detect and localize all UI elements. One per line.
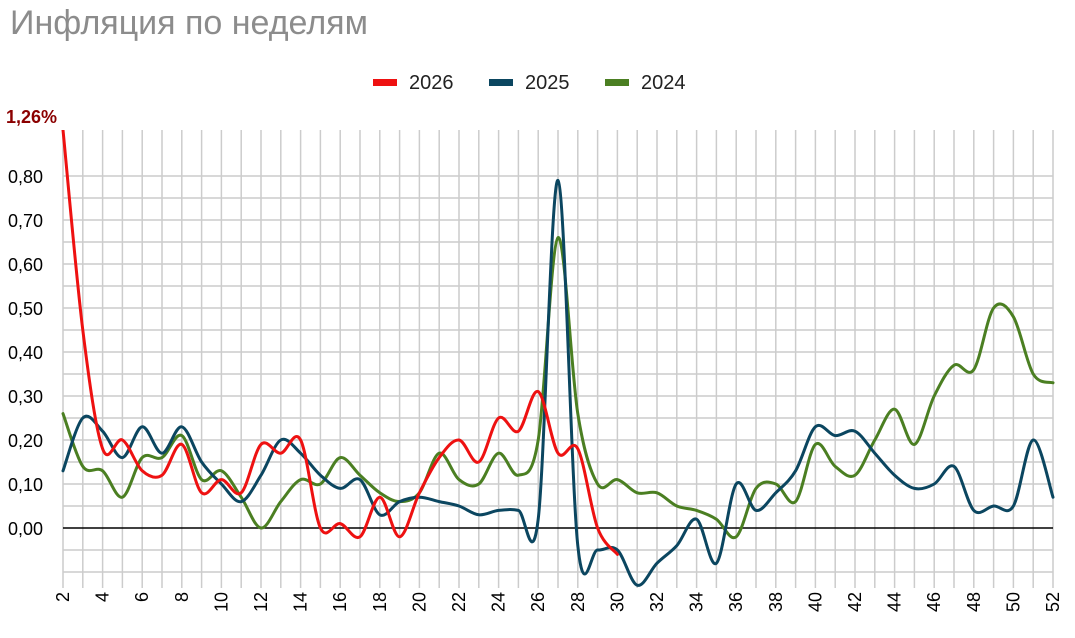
legend-swatch-2026 [373,79,397,86]
x-tick-label: 50 [1003,592,1023,612]
x-tick-label: 48 [964,592,984,612]
x-tick-label: 32 [647,592,667,612]
chart-title: Инфляция по неделям [10,4,368,42]
series-line-2024 [61,236,1055,540]
overflow-value-label: 1,26% [6,107,57,127]
x-tick-label: 12 [251,592,271,612]
x-tick-label: 2 [53,592,73,602]
legend-label-2026: 2026 [409,72,454,94]
x-tick-label: 20 [409,592,429,612]
y-tick-label: 0,40 [8,343,43,363]
series-lines [61,130,1055,587]
x-tick-label: 38 [766,592,786,612]
x-tick-label: 26 [528,592,548,612]
x-tick-label: 16 [330,592,350,612]
x-tick-label: 44 [885,592,905,612]
legend-label-2025: 2025 [525,72,570,94]
y-tick-label: 0,20 [8,431,43,451]
y-axis-ticks: 0,00 0,10 0,20 0,30 0,40 0,50 0,60 0,70 0,80 [8,167,43,539]
y-tick-label: 0,10 [8,475,43,495]
x-axis-ticks: 2 4 6 8 10 12 14 16 18 20 22 24 26 28 30 32 34 36 38 40 42 44… [53,592,1063,612]
y-tick-label: 0,80 [8,167,43,187]
y-tick-label: 0,70 [8,211,43,231]
series-line-2025 [61,178,1055,587]
legend-label-2024: 2024 [641,72,686,94]
x-tick-label: 24 [489,592,509,612]
x-tick-label: 28 [568,592,588,612]
y-tick-label: 0,30 [8,387,43,407]
x-tick-label: 36 [726,592,746,612]
x-tick-label: 4 [93,592,113,602]
grid [62,130,1054,588]
x-tick-label: 22 [449,592,469,612]
x-tick-label: 8 [172,592,192,602]
x-tick-label: 52 [1043,592,1063,612]
x-tick-label: 40 [805,592,825,612]
x-tick-label: 42 [845,592,865,612]
legend: 2026 2025 2024 [373,72,686,94]
x-tick-label: 18 [370,592,390,612]
legend-swatch-2025 [489,79,513,86]
x-tick-label: 6 [132,592,152,602]
x-tick-label: 30 [607,592,627,612]
x-tick-label: 14 [291,592,311,612]
y-tick-label: 0,60 [8,255,43,275]
y-tick-label: 0,00 [8,519,43,539]
legend-swatch-2024 [605,79,629,86]
y-tick-label: 0,50 [8,299,43,319]
x-tick-label: 34 [687,592,707,612]
x-tick-label: 46 [924,592,944,612]
x-tick-label: 10 [211,592,231,612]
series-line-2026 [61,130,619,556]
